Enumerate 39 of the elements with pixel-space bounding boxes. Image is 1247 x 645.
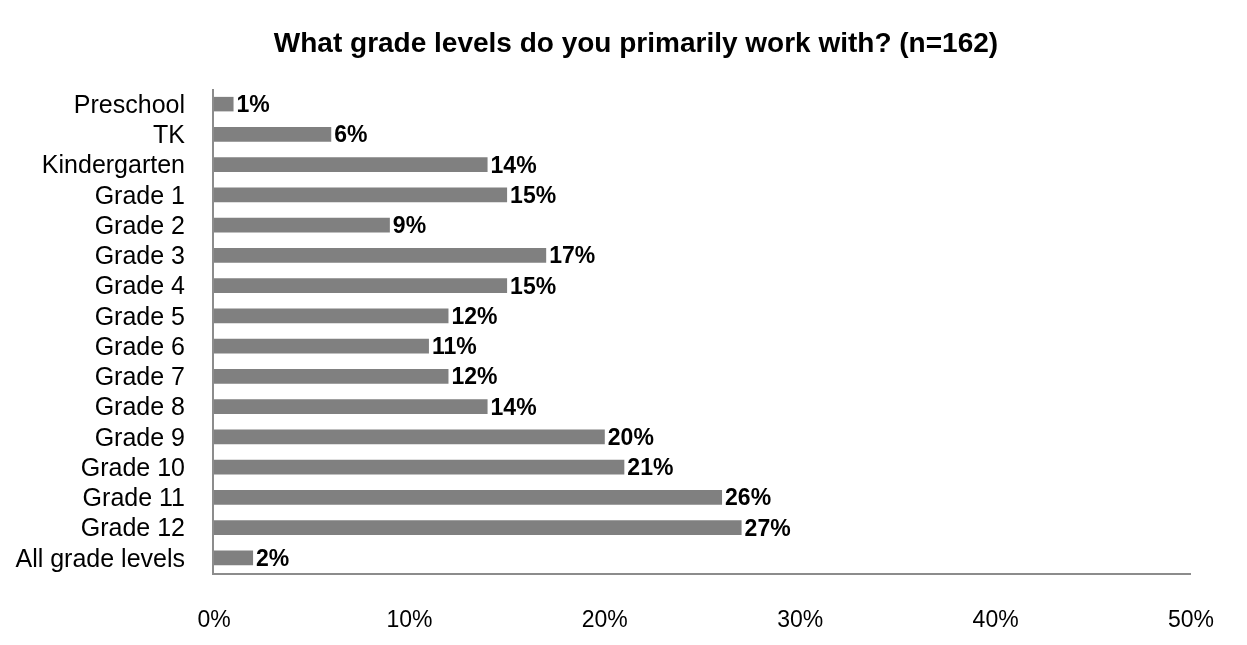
y-tick-label: TK (153, 120, 186, 149)
x-tick-label: 50% (1167, 605, 1215, 632)
x-tick-label: 20% (581, 605, 628, 632)
data-label: 20% (607, 423, 654, 450)
y-tick-label: Grade 8 (94, 392, 185, 421)
y-tick-label: Grade 9 (94, 422, 185, 451)
y-tick-label: Grade 10 (80, 452, 185, 481)
data-label: 27% (744, 514, 791, 541)
data-label: 14% (490, 393, 537, 420)
data-label: 12% (451, 302, 498, 329)
data-label: 14% (490, 151, 537, 178)
data-label: 21% (627, 454, 674, 481)
y-tick-label: Grade 1 (94, 180, 185, 209)
data-label: 12% (451, 363, 498, 390)
y-tick-label: Grade 11 (82, 483, 185, 512)
data-label: 11% (431, 333, 477, 360)
x-tick-label: 30% (777, 605, 824, 632)
chart-title: What grade levels do you primarily work with? (n=162) (273, 26, 999, 58)
y-tick-label: Grade 12 (80, 513, 185, 542)
data-label: 15% (510, 272, 557, 299)
data-label: 6% (334, 121, 368, 148)
data-label: 9% (392, 212, 427, 239)
y-tick-label: Grade 2 (94, 210, 185, 239)
x-tick-label: 0% (197, 605, 231, 632)
data-label: 15% (510, 181, 557, 208)
y-tick-label: Preschool (73, 89, 185, 118)
y-tick-label: Grade 4 (94, 271, 186, 300)
x-tick-label: 10% (386, 605, 433, 632)
y-tick-label: Kindergarten (41, 150, 185, 179)
y-tick-label: All grade levels (15, 543, 185, 572)
data-label: 17% (549, 242, 596, 269)
x-tick-label: 40% (972, 605, 1019, 632)
y-tick-label: Grade 6 (94, 331, 185, 360)
y-tick-label: Grade 7 (94, 362, 185, 391)
y-tick-label: Grade 5 (94, 301, 185, 330)
data-label: 26% (725, 484, 772, 511)
data-label: 1% (236, 91, 270, 118)
y-tick-label: Grade 3 (94, 241, 185, 270)
data-label: 2% (256, 544, 290, 571)
